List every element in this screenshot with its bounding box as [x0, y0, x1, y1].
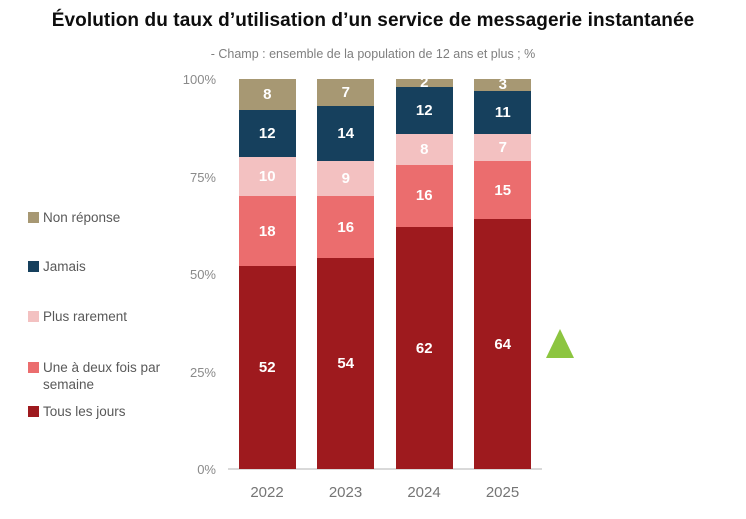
chart-title: Évolution du taux d’utilisation d’un ser…	[51, 10, 695, 31]
x-tick-label-2023: 2023	[328, 484, 363, 501]
bar-segment-value-label: 62	[415, 339, 433, 357]
y-tick-label-0: 0%	[197, 462, 216, 477]
bar-segment-2023-non-reponse: 7	[317, 79, 375, 107]
bar-segment-2022-une-a-deux-fois-par-semaine: 18	[238, 196, 296, 267]
bar-segment-2025-non-reponse: 3	[474, 76, 532, 94]
bar-segment-value-label: 10	[258, 168, 276, 185]
y-tick-label-75: 75%	[189, 169, 216, 185]
legend-swatch-icon	[28, 406, 39, 417]
bar-segment-2022-non-reponse: 8	[238, 79, 296, 111]
bar-segment-2023-jamais: 14	[317, 106, 375, 161]
bar-2025: 64 15 7 11 3	[474, 76, 532, 469]
legend-label: Plus rarement	[43, 309, 128, 324]
bar-segment-value-label: 12	[258, 125, 276, 143]
bar-segment-2025-une-a-deux-fois-par-semaine: 15	[474, 160, 532, 220]
bar-segment-value-label: 15	[494, 181, 512, 199]
legend-label: Tous les jours	[43, 404, 126, 419]
bar-segment-value-label: 52	[258, 359, 276, 377]
bar-segment-2025-jamais: 11	[474, 90, 532, 134]
bar-segment-value-label: 7	[341, 84, 350, 102]
legend-item-jamais: Jamais	[28, 258, 86, 275]
bar-segment-2025-tous-les-jours: 64	[474, 219, 532, 469]
bar-segment-2023-plus-rarement: 9	[317, 160, 375, 196]
bar-segment-2022-tous-les-jours: 52	[238, 266, 296, 469]
bar-2022: 52 18 10 12 8	[238, 79, 296, 469]
y-tick-label-100: 100%	[182, 72, 216, 87]
bar-segment-value-label: 14	[337, 125, 355, 143]
bar-2023: 54 16 9 14 7	[317, 79, 375, 469]
chart-subtitle: - Champ : ensemble de la population de 1…	[210, 47, 536, 61]
bar-segment-2023-une-a-deux-fois-par-semaine: 16	[317, 196, 375, 259]
legend-label: Jamais	[43, 259, 86, 274]
legend-swatch-icon	[28, 362, 39, 373]
legend-swatch-icon	[28, 261, 39, 272]
legend-swatch-icon	[28, 311, 39, 322]
y-tick-label-25: 25%	[189, 364, 216, 380]
bar-segment-value-label: 2	[420, 74, 429, 92]
bar-segment-2024-non-reponse: 2	[395, 74, 453, 91]
bar-segment-value-label: 18	[258, 222, 276, 240]
bar-segment-value-label: 9	[341, 169, 350, 187]
x-axis-line	[228, 468, 542, 470]
x-tick-label-2025: 2025	[485, 484, 520, 501]
legend-swatch-icon	[28, 212, 39, 223]
increase-triangle-icon	[546, 329, 574, 358]
bar-segment-value-label: 16	[337, 218, 355, 236]
y-tick-label-50: 50%	[189, 267, 216, 282]
bar-segment-value-label: 11	[494, 103, 511, 121]
bar-segment-2025-plus-rarement: 7	[474, 133, 532, 161]
bar-2024: 62 16 8 12 2	[395, 74, 453, 469]
legend-label: Une à deux fois par semaine	[43, 360, 161, 392]
bar-segment-2022-plus-rarement: 10	[238, 157, 296, 196]
legend-item-tous-les-jours: Tous les jours	[28, 403, 126, 420]
x-tick-label-2024: 2024	[407, 484, 441, 501]
legend-item-une-a-deux-fois-par-semaine: Une à deux fois par semaine	[28, 359, 175, 393]
bar-segment-value-label: 8	[420, 140, 429, 158]
bar-segment-value-label: 7	[498, 138, 507, 156]
bar-segment-value-label: 54	[337, 355, 355, 373]
bar-segment-value-label: 64	[494, 335, 512, 353]
bar-segment-2024-tous-les-jours: 62	[395, 227, 453, 469]
plot-area: 52 18 10 12 8 54 16 9 14 7 62 16 8 12 2 64 15 7 11 3	[228, 74, 542, 470]
legend-item-plus-rarement: Plus rarement	[28, 308, 127, 325]
bar-segment-2022-jamais: 12	[238, 110, 296, 157]
bar-segment-2024-une-a-deux-fois-par-semaine: 16	[395, 164, 453, 228]
bar-segment-value-label: 12	[415, 101, 433, 119]
legend-label: Non réponse	[43, 210, 121, 225]
bar-segment-value-label: 8	[263, 86, 272, 104]
bar-segment-value-label: 16	[415, 187, 433, 205]
x-tick-label-2022: 2022	[250, 484, 284, 501]
bar-segment-2024-jamais: 12	[395, 86, 453, 134]
bar-segment-2024-plus-rarement: 8	[395, 133, 453, 165]
bar-segment-2023-tous-les-jours: 54	[317, 258, 375, 469]
bar-segment-value-label: 3	[498, 76, 507, 94]
legend-item-non-reponse: Non réponse	[28, 209, 120, 226]
